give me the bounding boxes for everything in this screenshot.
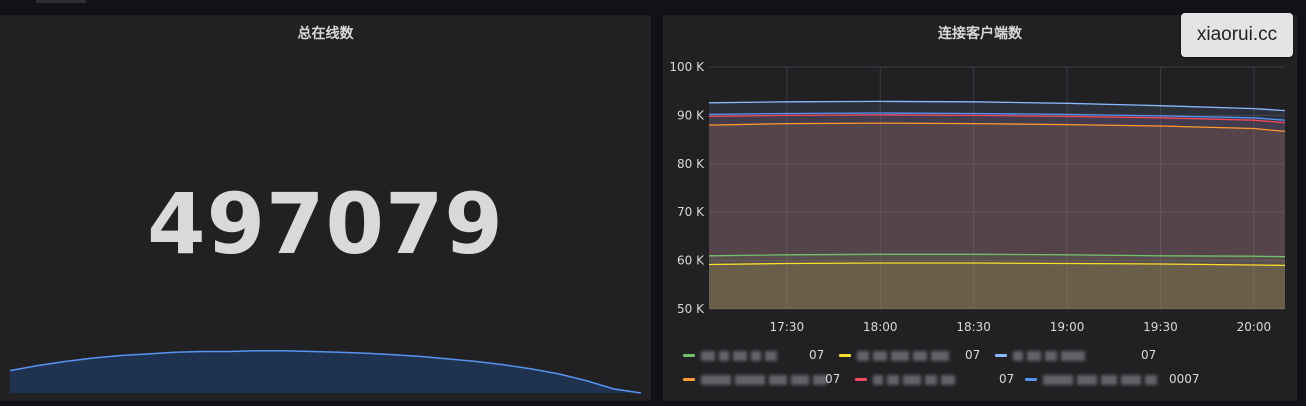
redaction-block xyxy=(813,375,827,385)
redaction-block xyxy=(873,375,883,385)
x-tick-label: 18:00 xyxy=(863,320,898,334)
legend-redacted-label xyxy=(857,349,949,363)
legend-swatch xyxy=(839,354,851,357)
y-tick-label: 100 K xyxy=(669,60,705,74)
time-series-chart: 100 K 90 K 80 K 70 K 60 K 50 K 17:30 18:00 18:30… xyxy=(669,60,1286,334)
x-tick-label: 19:00 xyxy=(1050,320,1085,334)
legend-row: 07 07 07 xyxy=(683,345,1283,369)
legend-swatch xyxy=(683,354,695,357)
chart-legend: 07 07 07 07 07 0007 xyxy=(683,345,1283,393)
redaction-block xyxy=(891,351,909,361)
x-tick-label: 18:30 xyxy=(956,320,991,334)
series-line-3 xyxy=(708,122,1286,133)
legend-item[interactable]: 07 xyxy=(995,345,1181,369)
redaction-block xyxy=(769,375,787,385)
redaction-block xyxy=(887,375,899,385)
series-area-5 xyxy=(709,113,1285,309)
redaction-block xyxy=(857,351,869,361)
legend-label-suffix: 0007 xyxy=(1169,372,1200,386)
x-tick-label: 17:30 xyxy=(770,320,805,334)
redaction-block xyxy=(1027,351,1041,361)
redaction-block xyxy=(1045,351,1057,361)
top-bar xyxy=(0,0,1306,14)
watermark: xiaorui.cc xyxy=(1181,13,1293,57)
legend-label-suffix: 07 xyxy=(999,372,1015,386)
redaction-block xyxy=(735,375,765,385)
redaction-block xyxy=(701,375,731,385)
redaction-block xyxy=(1013,351,1023,361)
legend-item[interactable]: 07 xyxy=(683,345,849,369)
redaction-block xyxy=(751,351,761,361)
redaction-block xyxy=(925,375,937,385)
redaction-block xyxy=(931,351,949,361)
y-tick-label: 60 K xyxy=(677,254,705,268)
top-tab[interactable] xyxy=(36,0,86,3)
legend-redacted-label xyxy=(701,349,777,363)
legend-row: 07 07 0007 xyxy=(683,369,1283,393)
redaction-block xyxy=(1101,375,1117,385)
legend-label-suffix: 07 xyxy=(1141,348,1157,362)
sparkline-line xyxy=(9,349,642,394)
redaction-block xyxy=(719,351,729,361)
connected-clients-panel: 连接客户端数 100 K 90 K 80 K 70 K 60 K 50 K 17:30 18:… xyxy=(663,15,1297,401)
legend-label-suffix: 07 xyxy=(825,372,841,386)
legend-item[interactable]: 0007 xyxy=(1025,369,1209,393)
series-line-4 xyxy=(708,114,1286,124)
series-area-4 xyxy=(709,114,1285,310)
redaction-block xyxy=(765,351,777,361)
redaction-block xyxy=(701,351,715,361)
redaction-block xyxy=(941,375,955,385)
sparkline-area xyxy=(10,350,641,393)
legend-redacted-label xyxy=(701,373,827,387)
legend-swatch xyxy=(995,354,1007,357)
legend-redacted-label xyxy=(873,373,955,387)
legend-swatch xyxy=(683,378,695,381)
panel-title[interactable]: 总在线数 xyxy=(297,26,354,42)
panel-title[interactable]: 连接客户端数 xyxy=(938,26,1022,42)
series-line-1 xyxy=(708,262,1286,267)
legend-label-suffix: 07 xyxy=(965,348,981,362)
legend-redacted-label xyxy=(1043,373,1157,387)
redaction-block xyxy=(1061,351,1085,361)
legend-item[interactable]: 07 xyxy=(855,369,1039,393)
redaction-block xyxy=(873,351,887,361)
legend-swatch xyxy=(855,378,867,381)
y-tick-label: 70 K xyxy=(677,205,705,219)
x-tick-label: 19:30 xyxy=(1143,320,1178,334)
series-area-1 xyxy=(709,263,1285,309)
redaction-block xyxy=(1077,375,1097,385)
y-tick-label: 50 K xyxy=(677,302,705,316)
legend-item[interactable]: 07 xyxy=(839,345,1005,369)
redaction-block xyxy=(903,375,921,385)
series-line-2 xyxy=(708,100,1286,112)
total-online-panel: 总在线数 497079 xyxy=(0,15,651,401)
legend-redacted-label xyxy=(1013,349,1085,363)
redaction-block xyxy=(913,351,927,361)
redaction-block xyxy=(1121,375,1141,385)
legend-label-suffix: 07 xyxy=(809,348,825,362)
series-line-5 xyxy=(708,112,1286,121)
redaction-block xyxy=(791,375,809,385)
redaction-block xyxy=(733,351,747,361)
sparkline-chart xyxy=(9,349,642,394)
redaction-block xyxy=(1145,375,1157,385)
stat-value: 497079 xyxy=(147,175,504,273)
legend-item[interactable]: 07 xyxy=(683,369,865,393)
series-line-0 xyxy=(708,253,1286,258)
y-tick-label: 90 K xyxy=(677,108,705,122)
series-area-2 xyxy=(709,101,1285,310)
series-area-0 xyxy=(709,254,1285,309)
legend-swatch xyxy=(1025,378,1037,381)
redaction-block xyxy=(1043,375,1073,385)
y-tick-label: 80 K xyxy=(677,157,705,171)
x-tick-label: 20:00 xyxy=(1237,320,1272,334)
